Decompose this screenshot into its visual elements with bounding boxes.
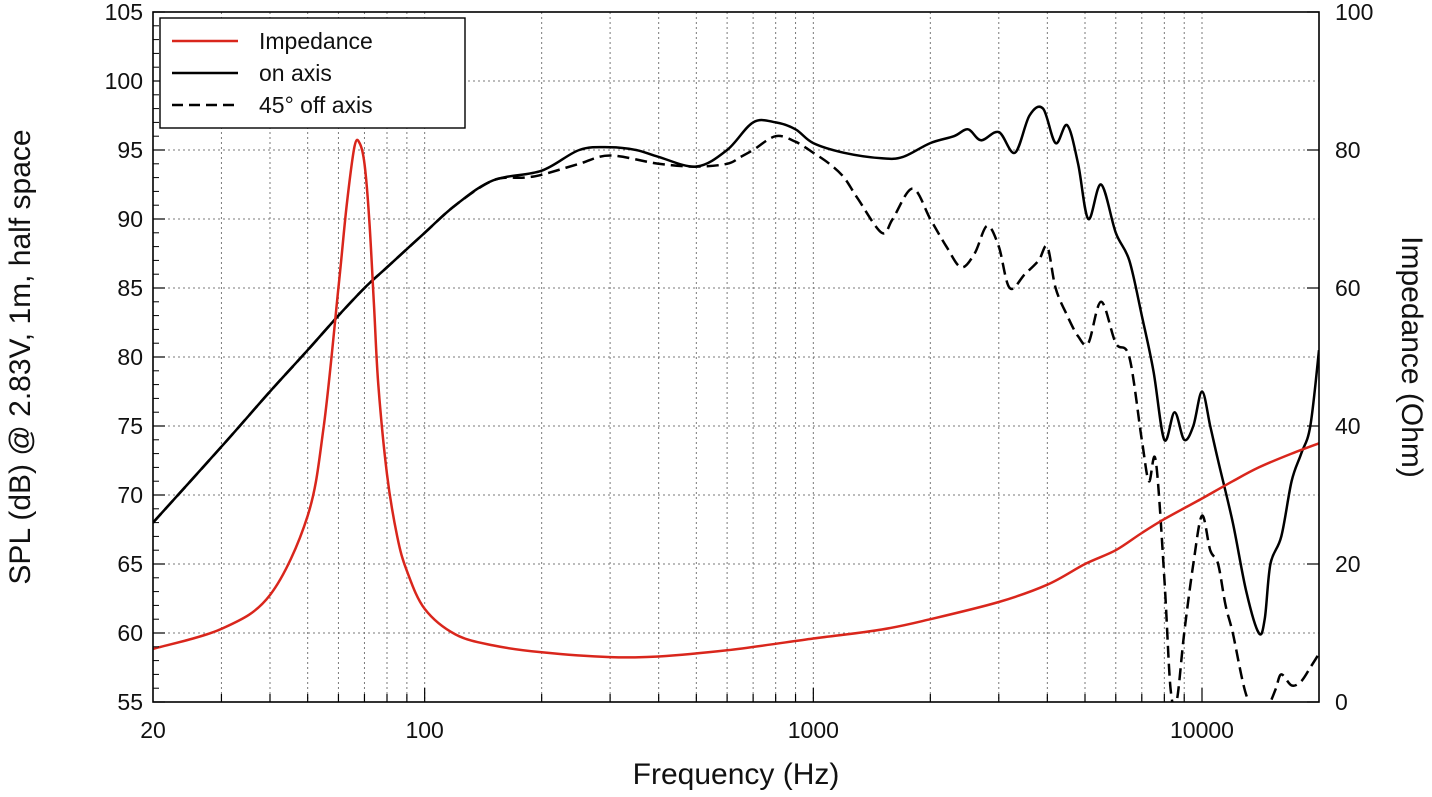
y-left-tick-label: 85: [117, 275, 143, 301]
y-right-tick-label: 60: [1335, 275, 1361, 301]
y-axis-left-title: SPL (dB) @ 2.83V, 1m, half space: [4, 129, 37, 584]
y-left-tick-label: 105: [105, 0, 143, 25]
legend-label-off-axis: 45° off axis: [259, 92, 373, 118]
y-left-tick-label: 70: [117, 482, 143, 508]
y-left-tick-label: 55: [117, 689, 143, 715]
y-axis-right-title: Impedance (Ohm): [1395, 236, 1428, 478]
legend-label-on-axis: on axis: [259, 60, 332, 86]
y-left-tick-label: 75: [117, 413, 143, 439]
y-left-tick-label: 65: [117, 551, 143, 577]
tick-marks: [153, 11, 1319, 703]
y-right-tick-label: 100: [1335, 0, 1373, 25]
y-left-tick-label: 100: [105, 68, 143, 94]
x-tick-label: 1000: [788, 717, 839, 743]
series-line-45-off-axis: [153, 134, 1319, 702]
legend: Impedance on axis 45° off axis: [159, 17, 466, 129]
series-layer: [153, 105, 1319, 702]
y-right-tick-label: 80: [1335, 137, 1361, 163]
y-left-tick-label: 90: [117, 206, 143, 232]
x-tick-label: 10000: [1170, 717, 1234, 743]
y-right-tick-label: 40: [1335, 413, 1361, 439]
x-tick-label: 20: [140, 717, 166, 743]
x-tick-label: 100: [405, 717, 443, 743]
y-left-tick-label: 95: [117, 137, 143, 163]
y-left-tick-label: 60: [117, 620, 143, 646]
x-axis-title: Frequency (Hz): [633, 758, 840, 791]
y-right-tick-label: 0: [1335, 689, 1348, 715]
tick-labels: 55 60 65 70 75 80 85 90 95 100 105 0 20 40 60 80 100 20 10…: [105, 0, 1374, 743]
y-left-tick-label: 80: [117, 344, 143, 370]
series-line-impedance: [153, 138, 1319, 659]
legend-label-impedance: Impedance: [259, 28, 373, 54]
y-right-tick-label: 20: [1335, 551, 1361, 577]
